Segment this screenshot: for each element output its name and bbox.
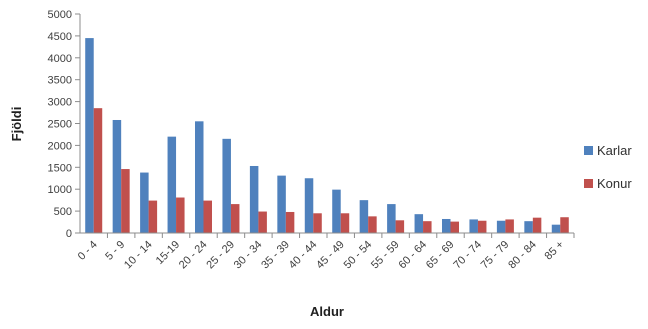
bar-konur-11 — [395, 220, 405, 233]
bar-karlar-12 — [414, 214, 424, 233]
legend-label-karlar: Karlar — [597, 143, 632, 158]
bar-karlar-5 — [222, 138, 231, 233]
bar-konur-4 — [203, 200, 212, 233]
bars — [85, 38, 569, 234]
x-tick-label: 85 + — [543, 239, 567, 263]
bar-konur-12 — [423, 221, 432, 233]
bar-karlar-17 — [551, 224, 561, 233]
legend-swatch-karlar — [584, 146, 593, 155]
x-tick-label: 75 - 79 — [479, 239, 512, 272]
bar-karlar-8 — [304, 178, 314, 233]
bar-konur-2 — [148, 200, 158, 233]
x-tick-label: 45 - 49 — [314, 239, 347, 272]
bar-karlar-6 — [249, 165, 259, 233]
y-tick-label: 0 — [66, 228, 72, 240]
bar-karlar-14 — [469, 219, 478, 233]
bar-konur-10 — [368, 216, 377, 233]
x-tick-label: 40 - 44 — [287, 239, 320, 272]
bar-konur-16 — [532, 217, 542, 233]
x-axis-title: Aldur — [310, 304, 344, 319]
x-tick-label: 70 - 74 — [451, 239, 484, 272]
bar-konur-3 — [176, 197, 185, 233]
y-tick-label: 2000 — [48, 140, 72, 152]
x-tick-label: 35 - 39 — [259, 239, 292, 272]
legend: Karlar Konur — [584, 143, 632, 191]
bar-karlar-2 — [140, 172, 149, 233]
legend-label-konur: Konur — [597, 176, 632, 191]
x-tick-label: 10 - 14 — [122, 239, 155, 272]
y-tick-label: 3500 — [48, 75, 72, 87]
x-tick-label: 0 - 4 — [76, 239, 100, 263]
bar-karlar-11 — [387, 204, 396, 233]
bar-karlar-4 — [195, 121, 204, 233]
bar-konur-17 — [560, 217, 569, 233]
bar-karlar-9 — [332, 189, 341, 233]
bar-karlar-13 — [442, 218, 451, 233]
x-tick-label: 30 - 34 — [232, 239, 265, 272]
y-tick-label: 4500 — [48, 31, 72, 43]
x-tick-label: 80 - 84 — [506, 239, 539, 272]
x-tick-label: 60 - 64 — [396, 239, 429, 272]
legend-swatch-konur — [584, 179, 593, 188]
bar-karlar-3 — [167, 136, 177, 233]
bar-konur-6 — [258, 211, 267, 233]
y-axis-title: Fjöldi — [9, 107, 24, 142]
x-tick-label: 5 - 9 — [103, 239, 127, 263]
bar-konur-8 — [313, 213, 322, 233]
bar-konur-13 — [450, 221, 459, 233]
bar-karlar-10 — [359, 200, 369, 233]
x-tick-label: 65 - 69 — [424, 239, 457, 272]
y-tick-label: 3000 — [48, 97, 72, 109]
bar-karlar-0 — [85, 38, 94, 234]
y-tick-label: 4000 — [48, 53, 72, 65]
bar-karlar-15 — [496, 220, 506, 233]
x-tick-label: 55 - 59 — [369, 239, 402, 272]
y-axis: 0 500 1000 1500 2000 2500 3000 3500 4000 4500 5000 — [48, 9, 80, 240]
y-tick-label: 5000 — [48, 9, 72, 21]
bar-karlar-1 — [112, 119, 122, 233]
bar-konur-5 — [230, 204, 240, 233]
y-tick-label: 500 — [54, 206, 72, 218]
bar-konur-7 — [285, 211, 295, 233]
y-tick-label: 1500 — [48, 162, 72, 174]
x-tick-label: 20 - 24 — [177, 239, 210, 272]
bar-konur-14 — [477, 220, 487, 233]
bar-konur-9 — [340, 213, 350, 233]
x-tick-label: 25 - 29 — [204, 239, 237, 272]
bar-konur-15 — [505, 219, 514, 233]
x-tick-label: 50 - 54 — [342, 239, 375, 272]
bar-konur-0 — [93, 108, 103, 233]
bar-karlar-7 — [277, 175, 286, 233]
bar-karlar-16 — [524, 221, 533, 233]
y-tick-label: 2500 — [48, 119, 72, 131]
y-tick-label: 1000 — [48, 184, 72, 196]
bar-konur-1 — [121, 169, 130, 233]
